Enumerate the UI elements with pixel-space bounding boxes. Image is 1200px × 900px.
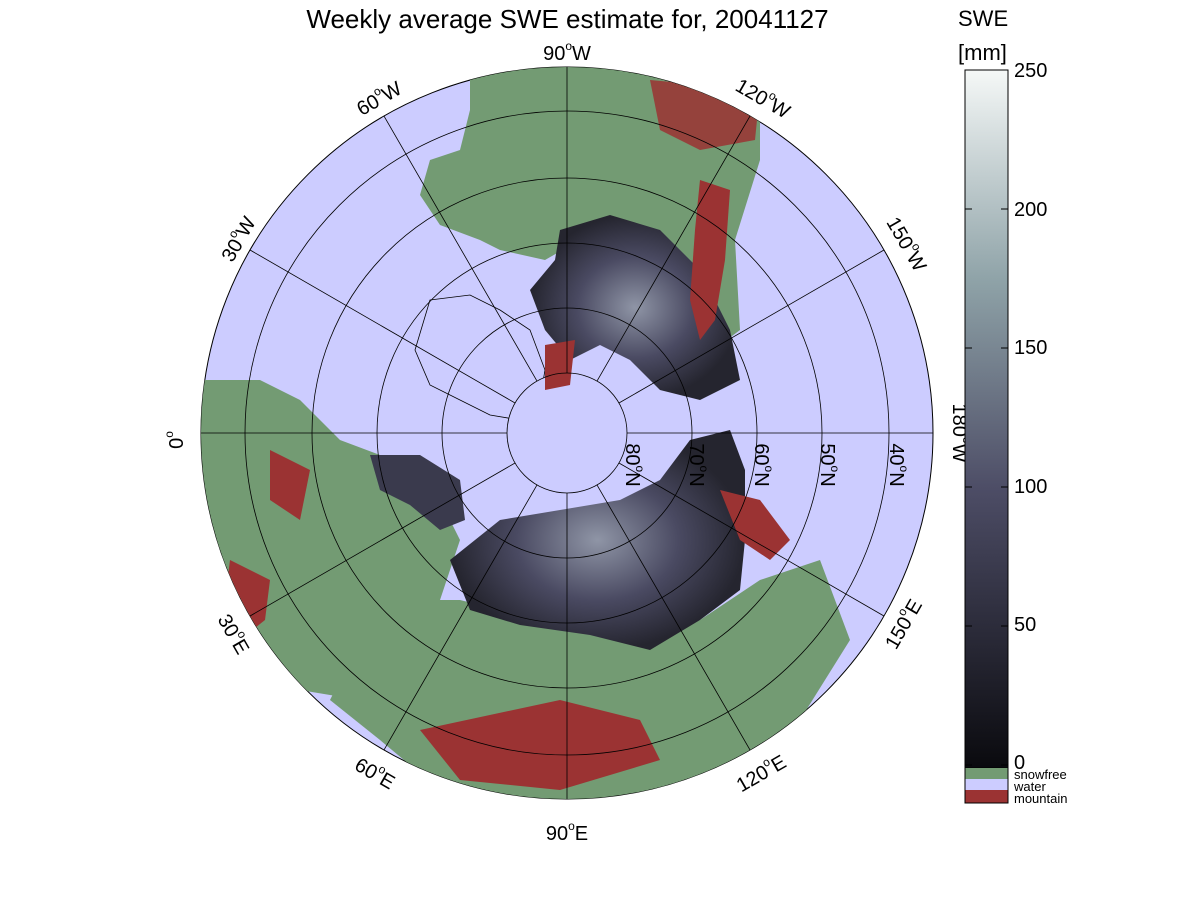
legend-water: water <box>1014 779 1046 794</box>
east-siberia-mountains <box>720 490 790 560</box>
central-asia-mountains <box>420 700 660 790</box>
meridian-line <box>618 249 885 404</box>
colorbar-tick-label: 150 <box>1014 337 1048 359</box>
lon-180w-label: 180oW <box>948 404 974 463</box>
colorbar-water-swatch <box>965 779 1008 790</box>
lat-60n-label: 60oN <box>750 443 776 486</box>
north-america-snow <box>530 215 740 400</box>
colorbar-mountain-swatch <box>965 790 1008 803</box>
meridian-lines <box>201 67 933 799</box>
legend-mountain: mountain <box>1014 791 1068 806</box>
rocky-mountains <box>690 180 730 340</box>
colorbar-tick-label: 200 <box>1014 199 1048 221</box>
meridian-line <box>249 249 516 404</box>
meridian-line <box>618 462 885 617</box>
lon-60e-label: 60oE <box>351 751 401 795</box>
lon-90w-label: 90oW <box>543 39 591 65</box>
lat-50n-label: 50oN <box>816 443 842 486</box>
lon-90e-label: 90oE <box>546 819 588 845</box>
latitude-labels: 80oN 70oN 60oN 50oN 40oN <box>621 443 911 486</box>
siberia-snow <box>450 430 745 650</box>
colorbar-tick-label: 0 <box>1014 752 1026 774</box>
meridian-line <box>383 484 538 751</box>
arctic-ocean-center <box>507 373 627 493</box>
colorbar-tick-label: 100 <box>1014 476 1048 498</box>
colorbar-title-unit: [mm] <box>958 40 1007 65</box>
greenland-mountain <box>545 340 575 390</box>
meridian-line <box>249 462 516 617</box>
colorbar-gradient <box>964 69 1009 769</box>
legend-snowfree: snowfree <box>1014 767 1067 782</box>
scandinavia-snow <box>370 455 465 530</box>
colorbar-tick-label: 50 <box>1014 614 1037 636</box>
lat-80n-label: 80oN <box>621 443 647 486</box>
lat-70n-label: 70oN <box>685 443 711 486</box>
colorbar-title-swe: SWE <box>958 6 1009 31</box>
colorbar-snowfree-swatch <box>965 768 1008 779</box>
lon-0-label: 0o <box>162 431 188 449</box>
meridian-line <box>596 484 751 751</box>
lat-40n-label: 40oN <box>885 443 911 486</box>
meridian-line <box>383 115 538 382</box>
colorbar-tick-label: 250 <box>1014 60 1048 82</box>
scandinavian-mountains <box>270 450 310 520</box>
meridian-line <box>596 115 751 382</box>
colorbar <box>964 69 1009 804</box>
map-title: Weekly average SWE estimate for, 2004112… <box>306 4 829 34</box>
